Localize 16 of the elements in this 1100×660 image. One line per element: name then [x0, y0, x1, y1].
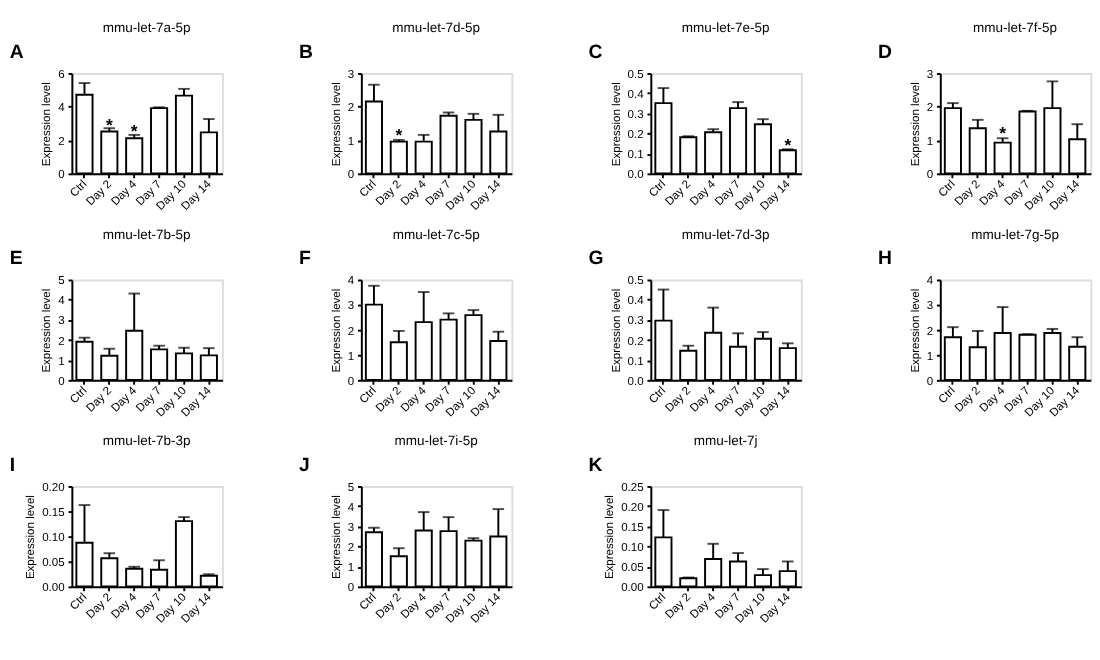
annotation: *: [105, 114, 114, 135]
text: J: [299, 454, 310, 477]
text: B: [299, 41, 314, 64]
text: I: [9, 454, 16, 477]
annotation: *: [999, 123, 1008, 144]
annotation: *: [395, 124, 404, 145]
text: G: [588, 248, 604, 271]
text: F: [299, 248, 312, 271]
text: A: [9, 41, 24, 64]
text: E: [9, 248, 24, 271]
text: H: [878, 248, 893, 271]
text: C: [588, 41, 603, 64]
annotation: *: [130, 121, 139, 142]
text: D: [878, 41, 893, 64]
text: K: [588, 454, 603, 477]
annotation: *: [784, 135, 793, 156]
